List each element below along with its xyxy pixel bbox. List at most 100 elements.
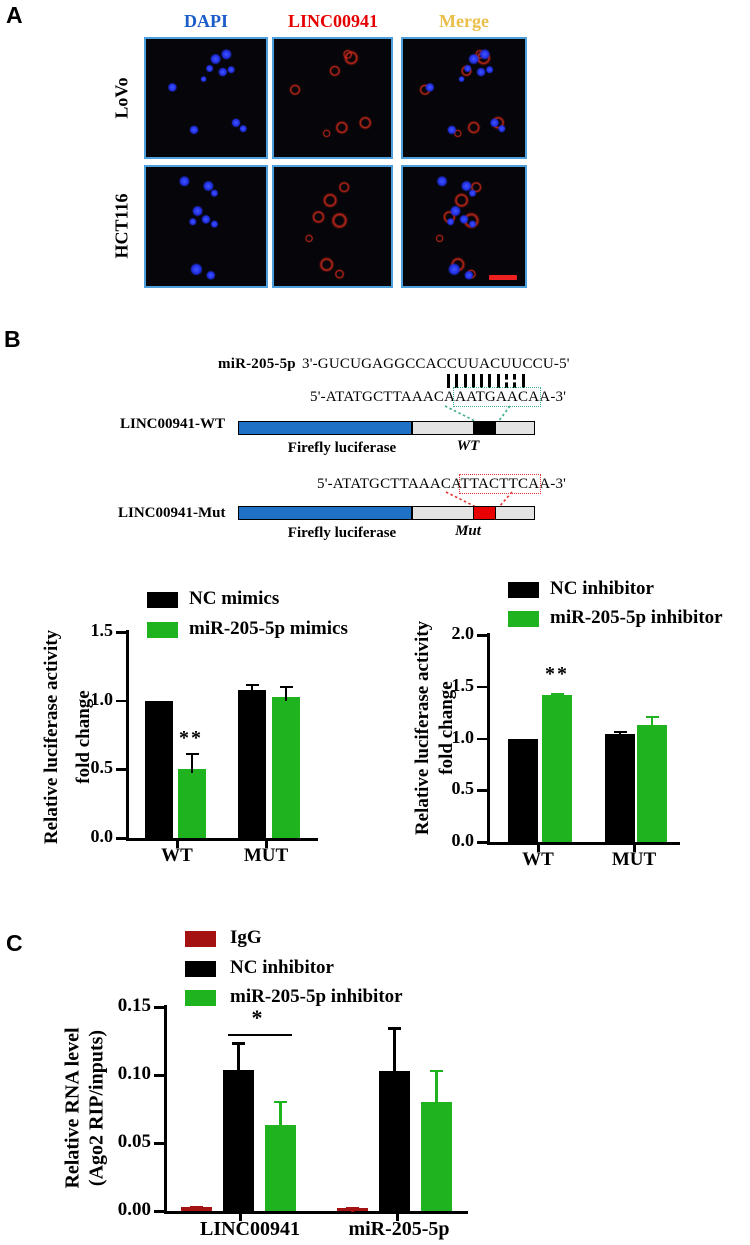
- b_left-error-line: [190, 752, 194, 774]
- c-y-tick: [154, 1142, 164, 1145]
- mut-construct-bar: [238, 506, 535, 520]
- pairing-mark: [521, 374, 525, 388]
- c-y-tick-label: 0.15: [117, 995, 151, 1016]
- b_right-bar-nc-inhibitor-MUT: [605, 734, 635, 842]
- base-pairing-marks: [447, 374, 530, 388]
- mirna-sequence: 3'-GUCUGAGGCCACCUUACUUCCU-5': [302, 356, 570, 372]
- c-category-label: LINC00941: [199, 1218, 301, 1240]
- column-header-linc00941: LINC00941: [287, 11, 379, 31]
- mut-site-segment: [473, 506, 496, 520]
- b_right-category-label: WT: [522, 849, 554, 870]
- b_left-x-axis: [126, 838, 318, 841]
- b_left-error-line: [250, 683, 254, 694]
- panel-b-label: B: [4, 326, 21, 352]
- b_right-bar-nc-inhibitor-WT: [508, 738, 538, 842]
- b_left-y-tick: [116, 837, 126, 840]
- b_right-y-tick-label: 1.0: [451, 726, 475, 747]
- b_right-error-line: [555, 692, 559, 700]
- wt-construct-bar: [238, 421, 535, 435]
- c-bar-mir-205-5p-inhibitor-LINC00941: [265, 1125, 296, 1211]
- b_left-bar-mir-205-5p-mimics-MUT: [272, 696, 300, 838]
- b_left-y-tick-label: 1.5: [90, 620, 114, 641]
- b_left-x-tick: [265, 841, 268, 848]
- wt-seq-post: A-3': [539, 389, 567, 405]
- c-legend-label-1: IgG: [230, 927, 262, 948]
- b_right-y-tick-label: 2.0: [451, 623, 475, 643]
- c-y-axis-label: Relative RNA level: [61, 1027, 84, 1189]
- b_right-category-label: MUT: [611, 849, 657, 870]
- wt-seq-pre: 5'-ATATGCTTAAACA: [310, 389, 456, 405]
- c-bar-mir-205-5p-inhibitor-miR-205-5p: [421, 1102, 452, 1211]
- b_left-category-label: WT: [161, 845, 193, 866]
- b_left-y-axis: [126, 630, 129, 841]
- c-legend-label-3: miR-205-5p inhibitor: [230, 986, 403, 1007]
- wt-construct-name: LINC00941-WT: [120, 416, 226, 432]
- c-legend-swatch-3: [185, 990, 216, 1006]
- panel-c-label: C: [6, 930, 23, 956]
- c-y-tick: [154, 1006, 164, 1009]
- c-error-line: [195, 1205, 198, 1211]
- b_right-legend-label-1: NC inhibitor: [550, 578, 654, 599]
- pairing-mark: [496, 374, 500, 388]
- c-x-tick: [396, 1214, 399, 1221]
- c-bar-nc-inhibitor-LINC00941: [223, 1069, 254, 1211]
- pairing-mark: [447, 374, 450, 388]
- c-significance-line: [228, 1034, 292, 1036]
- b_right-legend-swatch-2: [508, 611, 539, 627]
- pairing-mark: [480, 374, 484, 388]
- c-y-tick: [154, 1210, 164, 1213]
- micrograph-hct116-merge: [401, 165, 527, 288]
- b_right-x-tick: [633, 845, 636, 852]
- b_left-y-tick: [116, 768, 126, 771]
- panel-a-label: A: [6, 2, 23, 28]
- b_left-y-axis-label: fold change: [73, 690, 94, 784]
- c-x-axis: [164, 1211, 468, 1214]
- micrograph-hct116-dapi: [144, 165, 268, 288]
- c-error-line: [279, 1100, 282, 1130]
- b_right-x-tick: [537, 845, 540, 852]
- mut-seq-post: A-3': [539, 476, 567, 492]
- b_left-category-label: MUT: [243, 845, 289, 866]
- b_right-error-line: [618, 731, 622, 739]
- b_right-y-tick: [477, 685, 487, 689]
- b_left-legend-label-2: miR-205-5p mimics: [189, 618, 348, 639]
- wt-luciferase-segment: [238, 421, 412, 435]
- mirna-name-label: miR-205-5p: [218, 356, 296, 372]
- b_left-legend-label-1: NC mimics: [189, 588, 280, 609]
- b_right-legend-swatch-1: [508, 582, 539, 598]
- c-y-tick-label: 0.00: [117, 1199, 151, 1220]
- mut-luciferase-segment: [238, 506, 412, 520]
- mut-target-sequence: 5'-ATATGCTTAAACATTACTTCAA-3': [317, 473, 567, 495]
- b_right-y-tick: [477, 634, 487, 637]
- micrograph-hct116-linc00941: [272, 165, 393, 288]
- c-y-axis: [164, 1005, 167, 1214]
- b_right-x-axis: [487, 842, 680, 845]
- mut-site-label: Mut: [455, 523, 481, 539]
- c-y-axis-label: (Ago2 RIP/inputs): [85, 1029, 108, 1187]
- b_right-error-line: [650, 715, 654, 730]
- b_left-y-tick-label: 0.5: [90, 757, 114, 778]
- c-x-tick: [239, 1214, 242, 1221]
- mut-binding-site: TTACTTCA: [458, 473, 542, 495]
- b_right-legend-label-2: miR-205-5p inhibitor: [550, 607, 723, 628]
- mut-construct-name: LINC00941-Mut: [118, 505, 226, 521]
- wt-binding-site: AATGAACA: [452, 386, 542, 408]
- scale-bar: [489, 275, 517, 280]
- c-error-line: [393, 1027, 396, 1075]
- wt-site-label: WT: [456, 438, 480, 454]
- row-label-hct116: HCT116: [111, 193, 132, 259]
- pairing-mark: [488, 374, 492, 388]
- b_right-y-tick: [477, 841, 487, 844]
- b_right-y-tick: [477, 789, 487, 792]
- b_right-y-axis-label: Relative luciferase activity: [412, 620, 433, 836]
- column-header-dapi: DAPI: [184, 11, 228, 31]
- b_left-y-tick-label: 1.0: [90, 688, 114, 709]
- b_left-y-tick: [116, 699, 126, 703]
- pairing-mark: [455, 374, 459, 388]
- c-legend-swatch-2: [185, 960, 216, 977]
- b_left-bar-mir-205-5p-mimics-WT: [178, 769, 206, 838]
- c-y-tick-label: 0.10: [117, 1063, 151, 1084]
- wt-site-segment: [473, 421, 496, 435]
- pairing-mark: [505, 374, 509, 388]
- b_right-significance-marker: **: [545, 663, 569, 685]
